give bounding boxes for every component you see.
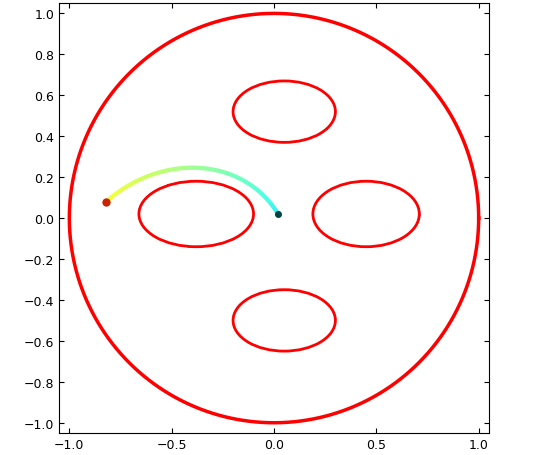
Ellipse shape [233,290,335,351]
Ellipse shape [313,182,419,247]
Ellipse shape [139,182,254,247]
Ellipse shape [233,82,335,143]
